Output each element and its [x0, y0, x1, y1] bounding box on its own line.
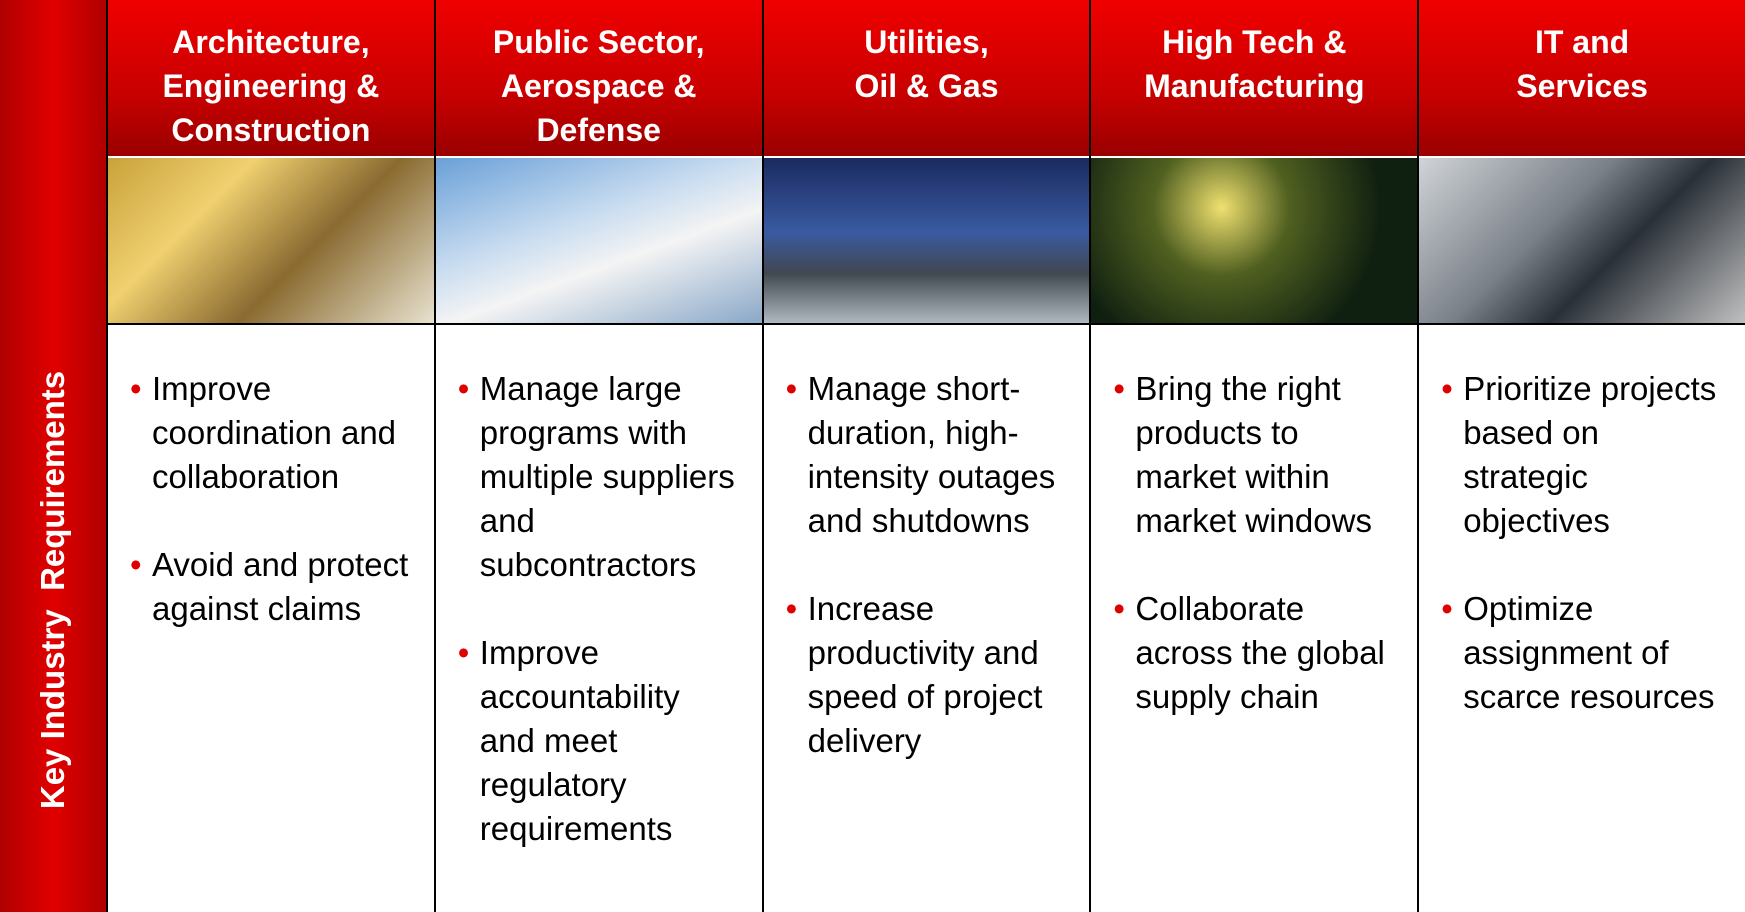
column-header: Utilities, Oil & Gas [763, 0, 1090, 158]
bullet-list: Manage large programs with multiple supp… [436, 325, 762, 851]
column-header: Public Sector, Aerospace & Defense [435, 0, 762, 158]
header-line: Services [1516, 68, 1648, 104]
industry-photo [1091, 158, 1418, 325]
header-line: Construction [171, 112, 371, 148]
column-header: Architecture, Engineering & Construction [108, 0, 434, 158]
side-band: Key Industry Requirements [0, 0, 106, 912]
bullet-item: Manage short-duration, high-intensity ou… [786, 367, 1070, 543]
bullet-item: Improve coordination and collaboration [130, 367, 414, 499]
bullet-item: Manage large programs with multiple supp… [458, 367, 742, 587]
column: IT and Services Prioritize projects based … [1417, 0, 1745, 912]
header-line: Public Sector, [492, 24, 705, 60]
header-line: High Tech & [1162, 24, 1347, 60]
column-header: IT and Services [1419, 0, 1745, 158]
industry-photo [1419, 158, 1745, 325]
bullet-item: Increase productivity and speed of proje… [786, 587, 1070, 763]
header-line: Engineering & [162, 68, 380, 104]
header-line: Defense [536, 112, 661, 148]
header-line: Utilities, [864, 24, 989, 60]
bullet-list: Bring the right products to market withi… [1091, 325, 1417, 719]
bullet-item: Bring the right products to market withi… [1113, 367, 1397, 543]
header-line: IT and [1534, 24, 1630, 60]
bullet-list: Improve coordination and collaboration Av… [108, 325, 434, 631]
bullet-list: Prioritize projects based on strategic o… [1419, 325, 1745, 719]
bullet-item: Improve accountability and meet regulato… [458, 631, 742, 851]
side-label: Key Industry Requirements [34, 370, 71, 810]
industry-photo [108, 158, 434, 325]
bullet-item: Avoid and protect against claims [130, 543, 414, 631]
column: High Tech & Manufacturing Bring the right … [1089, 0, 1418, 912]
column-header: High Tech & Manufacturing [1091, 0, 1418, 158]
header-line: Manufacturing [1144, 68, 1365, 104]
industry-photo [763, 158, 1090, 325]
bullet-item: Collaborate across the global supply cha… [1113, 587, 1397, 719]
industry-photo [435, 158, 762, 325]
column: Public Sector, Aerospace & Defense Manage l… [433, 0, 762, 912]
header-line: Oil & Gas [854, 68, 999, 104]
bullet-item: Prioritize projects based on strategic o… [1441, 367, 1725, 543]
header-line: Aerospace & [500, 68, 697, 104]
header-line: Architecture, [172, 24, 370, 60]
bullet-list: Manage short-duration, high-intensity ou… [764, 325, 1090, 763]
column: Architecture, Engineering & Construction Im… [106, 0, 434, 912]
column: Utilities, Oil & Gas Manage short-duration… [761, 0, 1090, 912]
bullet-item: Optimize assignment of scarce resources [1441, 587, 1725, 719]
